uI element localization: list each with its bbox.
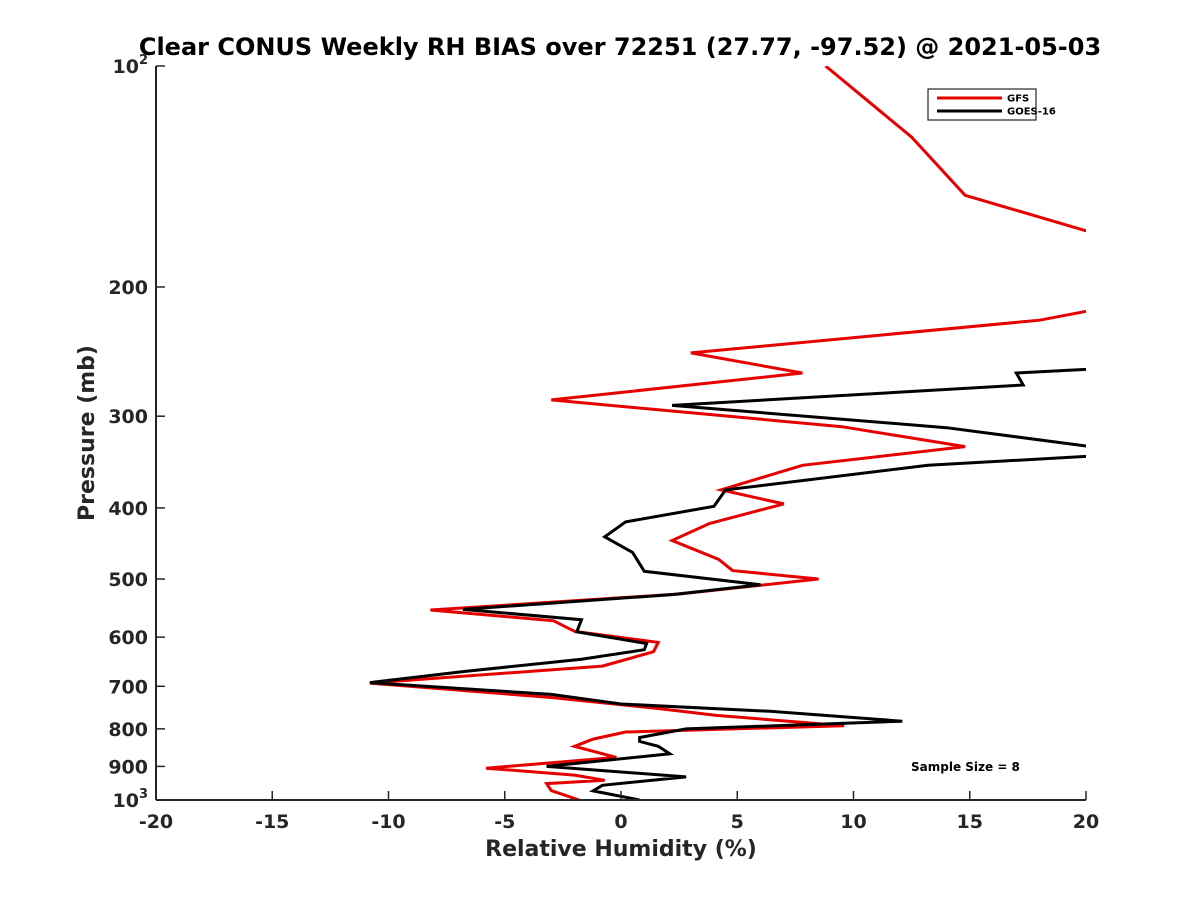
x-tick-label: 0 (614, 811, 627, 833)
y-tick-label: 600 (108, 627, 148, 649)
x-tick-label: 5 (731, 811, 744, 833)
y-tick-exponent: 3 (139, 787, 148, 802)
y-tick-label: 700 (108, 676, 148, 698)
x-tick-label: 10 (840, 811, 866, 833)
x-tick-label: -5 (494, 811, 515, 833)
y-tick-base: 900 (108, 756, 148, 778)
series-layer (369, 66, 1086, 800)
y-tick-label: 200 (108, 277, 148, 299)
x-tick-label: -20 (139, 811, 173, 833)
x-tick-label: -10 (371, 811, 405, 833)
x-axis-label: Relative Humidity (%) (485, 837, 757, 862)
legend-label: GFS (1007, 94, 1029, 105)
y-tick-label: 500 (108, 569, 148, 591)
y-tick-base: 800 (108, 719, 148, 741)
y-tick-base: 200 (108, 277, 148, 299)
legend-label: GOES-16 (1007, 107, 1056, 118)
y-tick-label: 103 (113, 787, 149, 812)
x-tick-label: 20 (1073, 811, 1099, 833)
y-axis-label: Pressure (mb) (75, 345, 100, 521)
series-line-gfs (369, 66, 1086, 800)
y-tick-label: 102 (113, 53, 149, 78)
legend-box (927, 88, 1037, 121)
y-tick-base: 600 (108, 627, 148, 649)
y-tick-label: 800 (108, 719, 148, 741)
y-tick-base: 700 (108, 676, 148, 698)
y-tick-label: 400 (108, 498, 148, 520)
y-tick-base: 10 (113, 56, 139, 78)
sample-size-annotation: Sample Size = 8 (911, 760, 1020, 774)
y-tick-exponent: 2 (139, 53, 148, 68)
legend: GFS GOES-16 (927, 88, 1056, 121)
y-tick-base: 10 (113, 790, 139, 812)
y-tick-label: 300 (108, 406, 148, 428)
x-tick-label: -15 (255, 811, 289, 833)
x-tick-label: 15 (957, 811, 983, 833)
plot-area: -20 -15 -10 -5 0 5 10 15 20 10220030040050060070… (108, 53, 1099, 833)
y-tick-base: 300 (108, 406, 148, 428)
y-tick-base: 500 (108, 569, 148, 591)
series-line-goes-16 (369, 367, 1086, 800)
y-tick-base: 400 (108, 498, 148, 520)
x-ticks: -20 -15 -10 -5 0 5 10 15 20 (139, 791, 1099, 833)
y-tick-label: 900 (108, 756, 148, 778)
chart-title: Clear CONUS Weekly RH BIAS over 72251 (2… (139, 33, 1101, 61)
